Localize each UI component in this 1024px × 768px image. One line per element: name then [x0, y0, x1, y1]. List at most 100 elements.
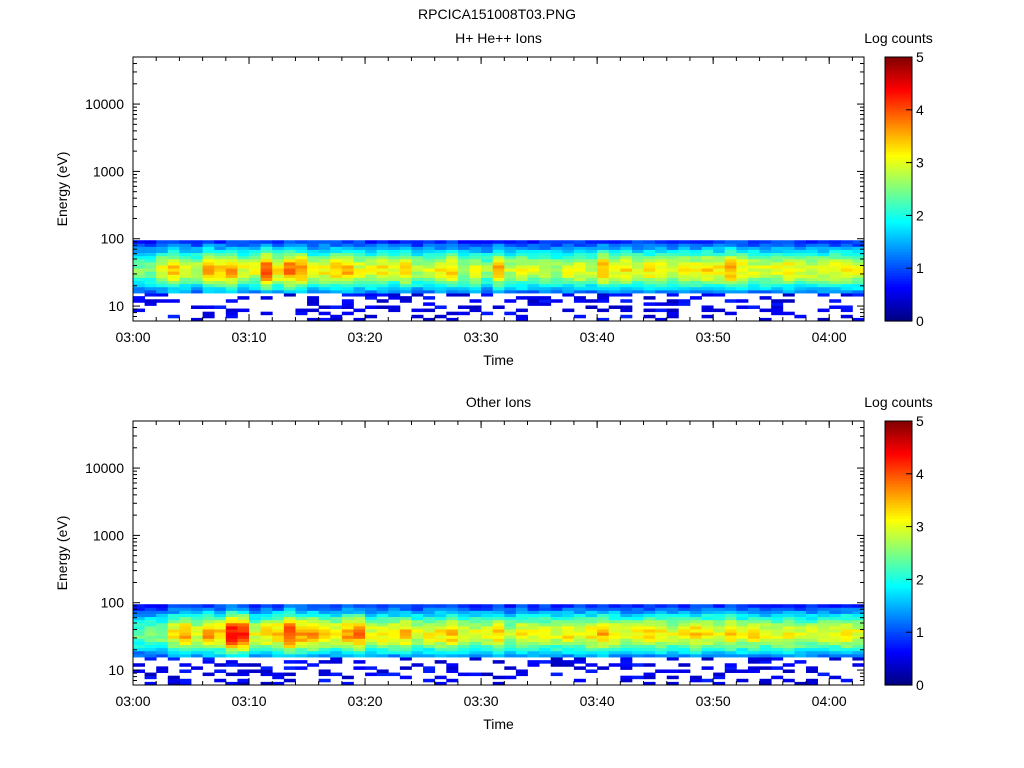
spectrogram-cell — [353, 622, 366, 627]
spectrogram-cell — [423, 302, 436, 306]
spectrogram-cell — [399, 622, 412, 627]
colorbar-swatch — [885, 671, 912, 676]
spectrogram-cell — [759, 607, 772, 611]
spectrogram-cell — [167, 622, 180, 627]
spectrogram-cell — [330, 610, 343, 614]
spectrogram-cell — [782, 650, 795, 655]
spectrogram-cell — [260, 650, 273, 655]
spectrogram-cell — [724, 625, 737, 630]
spectrogram-cell — [805, 255, 818, 260]
spectrogram-cell — [214, 663, 227, 667]
spectrogram-cell — [771, 311, 784, 316]
spectrogram-cell — [156, 604, 169, 608]
spectrogram-cell — [202, 650, 215, 655]
spectrogram-cell — [283, 672, 296, 677]
spectrogram-cell — [191, 317, 204, 322]
spectrogram-cell — [353, 274, 366, 278]
spectrogram-cell — [399, 249, 412, 254]
spectrogram-cell — [585, 638, 598, 642]
spectrogram-cell — [713, 258, 726, 263]
spectrogram-cell — [713, 274, 726, 278]
spectrogram-cell — [515, 607, 528, 611]
spectrogram-cell — [434, 644, 447, 649]
spectrogram-cell — [283, 638, 296, 642]
spectrogram-cell — [481, 625, 494, 630]
spectrogram-cell — [341, 243, 354, 247]
spectrogram-cell — [515, 252, 528, 257]
spectrogram-cell — [805, 647, 818, 652]
spectrogram-cell — [515, 265, 528, 269]
spectrogram-cell — [341, 274, 354, 278]
spectrogram-cell — [423, 647, 436, 652]
spectrogram-cell — [771, 249, 784, 254]
spectrogram-cell — [365, 666, 378, 670]
spectrogram-cell — [341, 252, 354, 257]
colorbar-swatch — [885, 72, 912, 77]
spectrogram-cell — [608, 632, 621, 636]
spectrogram-cell — [631, 286, 644, 291]
spectrogram-cell — [655, 258, 668, 263]
spectrogram-cell — [794, 243, 807, 247]
spectrogram-cell — [156, 249, 169, 254]
spectrogram-cell — [411, 629, 424, 633]
spectrogram-cell — [423, 249, 436, 254]
spectrogram-cell — [411, 308, 424, 313]
spectrogram-cell — [469, 625, 482, 630]
spectrogram-cell — [713, 650, 726, 655]
colorbar-swatch — [885, 199, 912, 203]
spectrogram-cell — [771, 305, 784, 309]
spectrogram-cell — [365, 286, 378, 291]
spectrogram-cell — [678, 286, 691, 291]
spectrogram-cell — [249, 258, 262, 263]
spectrogram-cell — [759, 240, 772, 244]
spectrogram-cell — [283, 610, 296, 614]
spectrogram-cell — [446, 619, 459, 624]
spectrogram-cell — [759, 613, 772, 618]
spectrogram-cell — [260, 610, 273, 614]
spectrogram-cell — [307, 650, 320, 655]
spectrogram-cell — [527, 635, 540, 639]
colorbar-swatch — [885, 120, 912, 124]
spectrogram-cell — [829, 641, 842, 646]
colorbar-swatch — [885, 270, 912, 275]
spectrogram-cell — [805, 638, 818, 642]
spectrogram-cell — [423, 274, 436, 278]
spectrogram-cell — [771, 302, 784, 306]
spectrogram-cell — [225, 289, 238, 294]
spectrogram-cell — [597, 293, 610, 297]
spectrogram-cell — [573, 629, 586, 633]
spectrogram-cell — [167, 616, 180, 621]
spectrogram-cell — [527, 610, 540, 614]
spectrogram-cell — [341, 644, 354, 649]
spectrogram-cell — [689, 619, 702, 624]
spectrogram-cell — [539, 271, 552, 275]
spectrogram-cell — [225, 650, 238, 655]
spectrogram-cell — [631, 619, 644, 624]
spectrogram-cell — [295, 650, 308, 655]
spectrogram-cell — [283, 240, 296, 244]
spectrogram-cell — [550, 289, 563, 294]
spectrogram-cell — [202, 255, 215, 260]
colorbar-swatch — [885, 682, 912, 686]
spectrogram-cell — [457, 265, 470, 269]
spectrogram-cell — [597, 271, 610, 275]
spectrogram-cell — [713, 638, 726, 642]
spectrogram-cell — [481, 619, 494, 624]
spectrogram-cell — [214, 249, 227, 254]
spectrogram-cell — [805, 286, 818, 291]
spectrogram-cell — [330, 283, 343, 288]
spectrogram-cell — [225, 641, 238, 646]
spectrogram-cell — [260, 653, 273, 658]
spectrogram-cell — [550, 258, 563, 263]
spectrogram-cell — [678, 644, 691, 649]
colorbar-swatch — [885, 294, 912, 298]
spectrogram-cell — [423, 296, 436, 300]
spectrogram-cell — [469, 249, 482, 254]
spectrogram-cell — [585, 647, 598, 652]
colorbar-swatch — [885, 255, 912, 259]
colorbar-swatch — [885, 640, 912, 644]
spectrogram-cell — [678, 669, 691, 673]
spectrogram-cell — [376, 252, 389, 257]
spectrogram-cell — [701, 619, 714, 624]
